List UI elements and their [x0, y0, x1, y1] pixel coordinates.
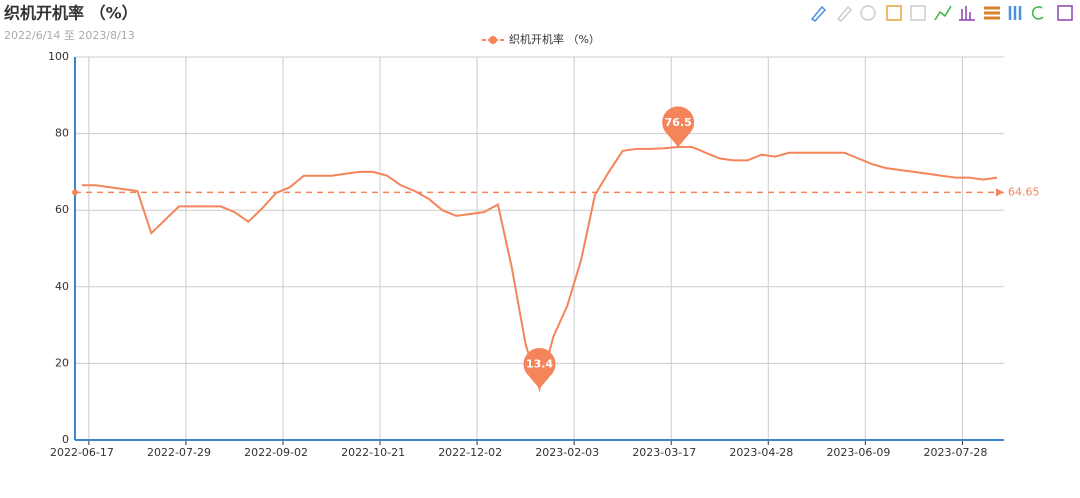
y-tick-label: 0 [62, 433, 69, 446]
mark-pin [523, 348, 556, 389]
x-tick-label: 2022-06-17 [50, 446, 114, 459]
mark-pin-label: 13.4 [526, 358, 553, 371]
x-tick-label: 2022-12-02 [438, 446, 502, 459]
toolbox [810, 5, 1073, 22]
x-tick-label: 2023-04-28 [729, 446, 793, 459]
y-tick-label: 100 [48, 50, 69, 63]
average-arrow [996, 188, 1004, 197]
x-tick-label: 2023-03-17 [632, 446, 696, 459]
x-tick-label: 2022-10-21 [341, 446, 405, 459]
x-tick-label: 2022-07-29 [147, 446, 211, 459]
tool-tiled[interactable] [1008, 6, 1022, 20]
tool-polygon[interactable] [910, 5, 926, 21]
tool-brush[interactable] [860, 5, 876, 21]
tool-zoom[interactable] [810, 5, 827, 22]
tool-line[interactable] [934, 5, 952, 21]
tool-zoom-back[interactable] [836, 5, 853, 22]
tool-stack[interactable] [984, 6, 1000, 20]
tool-save[interactable] [1057, 5, 1073, 21]
mark-pin-label: 76.5 [665, 116, 692, 129]
x-tick-label: 2023-07-28 [924, 446, 988, 459]
x-tick-label: 2022-09-02 [244, 446, 308, 459]
y-tick-label: 40 [55, 280, 69, 293]
chart-subtitle: 2022/6/14 至 2023/8/13 [4, 29, 135, 42]
average-label: 64.65 [1008, 185, 1040, 198]
average-start [72, 189, 78, 196]
tool-bar[interactable] [959, 6, 975, 21]
mark-pin [662, 106, 695, 148]
y-tick-label: 80 [55, 127, 69, 140]
x-tick-label: 2023-02-03 [535, 446, 599, 459]
tool-restore[interactable] [1031, 6, 1044, 20]
legend-dot [489, 36, 497, 44]
y-tick-label: 60 [55, 203, 69, 216]
y-tick-label: 20 [55, 356, 69, 369]
series-line [81, 146, 998, 393]
legend-label: 织机开机率 （%） [509, 32, 600, 46]
tool-rect[interactable] [886, 5, 902, 21]
x-tick-label: 2023-06-09 [826, 446, 890, 459]
chart-title: 织机开机率 （%） [4, 4, 138, 23]
